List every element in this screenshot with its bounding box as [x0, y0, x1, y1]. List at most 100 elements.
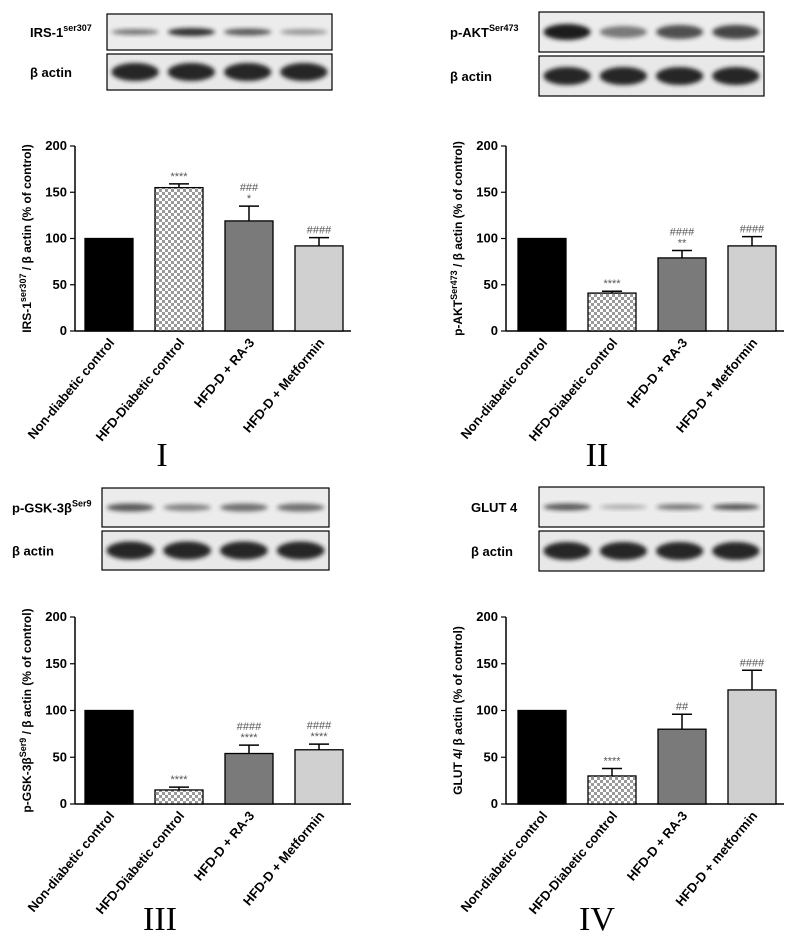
- blot-band: [163, 541, 211, 560]
- blot-band: [543, 542, 591, 560]
- significance-label: ##: [676, 701, 689, 713]
- blot-actin-label: β actin: [471, 544, 513, 559]
- blot-band: [106, 503, 155, 512]
- blot-band: [599, 26, 647, 38]
- blot-band: [656, 67, 704, 85]
- blot-band: [656, 25, 704, 39]
- blot-band: [712, 67, 760, 85]
- y-tick-label: 50: [53, 277, 67, 292]
- y-axis-label: IRS-1ser307 / β actin (% of control): [18, 144, 34, 333]
- significance-label: **: [678, 238, 687, 250]
- blot-band: [656, 542, 704, 560]
- blot-band: [543, 503, 591, 511]
- significance-label: ####: [307, 720, 332, 732]
- blot-actin-label: β actin: [30, 65, 72, 80]
- y-tick-label: 150: [45, 656, 67, 671]
- y-tick-label: 50: [484, 749, 498, 764]
- bar: [727, 245, 777, 332]
- bar: [154, 186, 204, 332]
- significance-label: ****: [170, 171, 188, 183]
- y-tick-label: 50: [53, 749, 67, 764]
- blot-band: [599, 504, 647, 510]
- y-tick-label: 100: [476, 703, 498, 718]
- blot-band: [111, 29, 159, 35]
- y-tick-label: 50: [484, 277, 498, 292]
- category-label: HFD-D + RA-3: [191, 808, 258, 883]
- blot-band: [712, 542, 760, 560]
- y-tick-label: 150: [476, 184, 498, 199]
- bar: [517, 237, 567, 332]
- y-axis-label: GLUT 4/ β actin (% of control): [451, 626, 465, 795]
- y-tick-label: 100: [476, 231, 498, 246]
- category-label: HFD-D + RA-3: [191, 335, 258, 410]
- blot-band: [280, 63, 328, 81]
- y-tick-label: 150: [45, 184, 67, 199]
- category-label: HFD-D + Metformin: [673, 335, 760, 435]
- panel-I: IRS-1ser307 β actin 0 50 100 150 200 IRS-1ser30…: [18, 13, 351, 474]
- significance-label: ****: [170, 774, 188, 786]
- bar: [294, 749, 344, 805]
- y-tick-label: 200: [476, 138, 498, 153]
- category-label: HFD-D + Metformin: [240, 808, 327, 908]
- blot-band: [111, 63, 159, 81]
- significance-label: ####: [740, 224, 765, 236]
- blot-band: [276, 503, 325, 512]
- panel-II: p-AKTSer473 β actin 0 50 100 150 200 p-AKTSer47…: [449, 11, 784, 474]
- y-axis-label: p-GSK-3βSer9 / β actin (% of control): [18, 608, 34, 812]
- y-tick-label: 100: [45, 703, 67, 718]
- bar: [657, 257, 707, 332]
- blot-target-label: IRS-1ser307: [30, 23, 92, 40]
- blot-target-label: p-GSK-3βSer9: [12, 499, 91, 516]
- y-axis-label: p-AKTSer473 / β actin (% of control): [449, 141, 465, 336]
- significance-label: ****: [310, 731, 328, 743]
- panel-label: III: [143, 901, 177, 936]
- blot-band: [712, 25, 760, 39]
- blot-band: [106, 541, 155, 560]
- blot-band: [599, 542, 647, 560]
- significance-label: ****: [603, 755, 621, 767]
- significance-label: ####: [307, 225, 332, 237]
- blot-actin-label: β actin: [12, 544, 54, 559]
- blot-band: [543, 24, 591, 40]
- y-tick-label: 0: [491, 796, 498, 811]
- bar: [727, 689, 777, 805]
- bar: [587, 292, 637, 332]
- blot-band: [220, 541, 268, 560]
- y-tick-label: 0: [60, 796, 67, 811]
- blot-band: [656, 504, 704, 510]
- blot-band: [712, 504, 760, 510]
- blot-band: [276, 541, 325, 560]
- panel-label: II: [586, 437, 609, 474]
- panel-IV: GLUT 4 β actin 0 50 100 150 200 GLUT 4/ β actin…: [451, 486, 784, 936]
- significance-label: *: [247, 193, 252, 205]
- blot-actin-label: β actin: [450, 69, 492, 84]
- bar: [517, 709, 567, 805]
- panel-label: I: [156, 437, 167, 474]
- significance-label: ###: [240, 182, 259, 194]
- blot-band: [543, 67, 591, 85]
- category-label: HFD-D + RA-3: [624, 808, 691, 883]
- significance-label: ****: [603, 278, 621, 290]
- blot-band: [224, 63, 272, 81]
- bar: [657, 728, 707, 805]
- blot-target-label: GLUT 4: [471, 500, 518, 515]
- bar: [294, 245, 344, 332]
- significance-label: ####: [740, 657, 765, 669]
- blot-band: [167, 63, 215, 81]
- significance-label: ****: [240, 732, 258, 744]
- bar: [84, 237, 134, 332]
- blot-band: [599, 67, 647, 85]
- bar: [154, 789, 204, 805]
- bar: [224, 220, 274, 332]
- category-label: HFD-D + RA-3: [624, 335, 691, 410]
- bar: [224, 752, 274, 805]
- significance-label: ####: [670, 227, 695, 239]
- category-label: HFD-D + Metformin: [240, 335, 327, 435]
- blot-band: [224, 28, 272, 36]
- y-tick-label: 100: [45, 231, 67, 246]
- significance-label: ####: [237, 721, 262, 733]
- blot-band: [280, 29, 328, 35]
- panel-label: IV: [579, 901, 615, 936]
- panel-III: p-GSK-3βSer9 β actin 0 50 100 150 200 p-GSK-3βS…: [12, 487, 351, 936]
